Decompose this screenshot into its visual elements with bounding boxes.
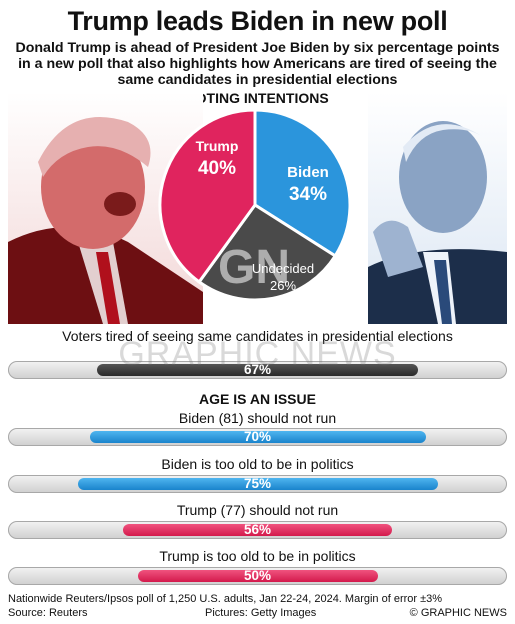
pie-value-biden: 34%	[289, 184, 327, 205]
footer-note: Nationwide Reuters/Ipsos poll of 1,250 U…	[8, 593, 443, 605]
pie-label-undecided: Undecided	[252, 261, 314, 276]
pie-value-trump: 40%	[198, 158, 236, 179]
tired-bar-label: Voters tired of seeing same candidates i…	[62, 328, 453, 344]
biden-photo	[368, 92, 507, 324]
age-bar-value: 56%	[243, 522, 271, 537]
age-bar-fill: 70%	[89, 429, 426, 444]
age-bar-fill: 75%	[77, 476, 438, 491]
age-bar-track: 70%	[8, 428, 507, 446]
age-issue-heading: AGE IS AN ISSUE	[199, 391, 316, 407]
age-bar-label: Biden is too old to be in politics	[161, 456, 354, 472]
age-bar-fill: 56%	[123, 522, 392, 537]
tired-bar-value: 67%	[243, 362, 271, 377]
age-bar-value: 70%	[243, 429, 272, 444]
watermark-text: GRAPHIC NEWS	[118, 335, 397, 373]
age-bar-label: Biden (81) should not run	[178, 410, 337, 426]
pie-slice-trump	[158, 108, 257, 284]
age-bar-label: Trump (77) should not run	[176, 502, 339, 518]
tired-bar-track: 67%	[8, 361, 507, 379]
age-bar-value: 75%	[243, 476, 272, 491]
age-bar-fill: 50%	[137, 568, 378, 583]
page-title: Trump leads Biden in new poll	[67, 6, 448, 36]
age-bar-value: 50%	[243, 568, 272, 583]
watermark-logo: GN	[218, 241, 290, 294]
footer-credit: © GRAPHIC NEWS	[409, 607, 507, 619]
tired-bar-fill: 67%	[96, 362, 419, 377]
pie-label-biden: Biden	[287, 164, 329, 181]
age-bar-track: 50%	[8, 567, 507, 585]
pie-label-trump: Trump	[196, 138, 239, 154]
age-bar-label: Trump is too old to be in politics	[159, 548, 356, 564]
subtitle: Donald Trump is ahead of President Joe B…	[15, 40, 500, 88]
voting-intentions-pie-chart: Biden 34% Undecided 26% Trump 40%	[158, 108, 352, 302]
age-bar-track: 75%	[8, 475, 507, 493]
voting-intentions-heading: VOTING INTENTIONS	[186, 90, 329, 106]
footer-source: Source: Reuters	[8, 607, 88, 619]
pie-slice-undecided	[197, 202, 338, 302]
footer-pictures: Pictures: Getty Images	[205, 607, 317, 619]
age-bar-track: 56%	[8, 521, 507, 539]
pie-value-undecided: 26%	[270, 278, 296, 293]
